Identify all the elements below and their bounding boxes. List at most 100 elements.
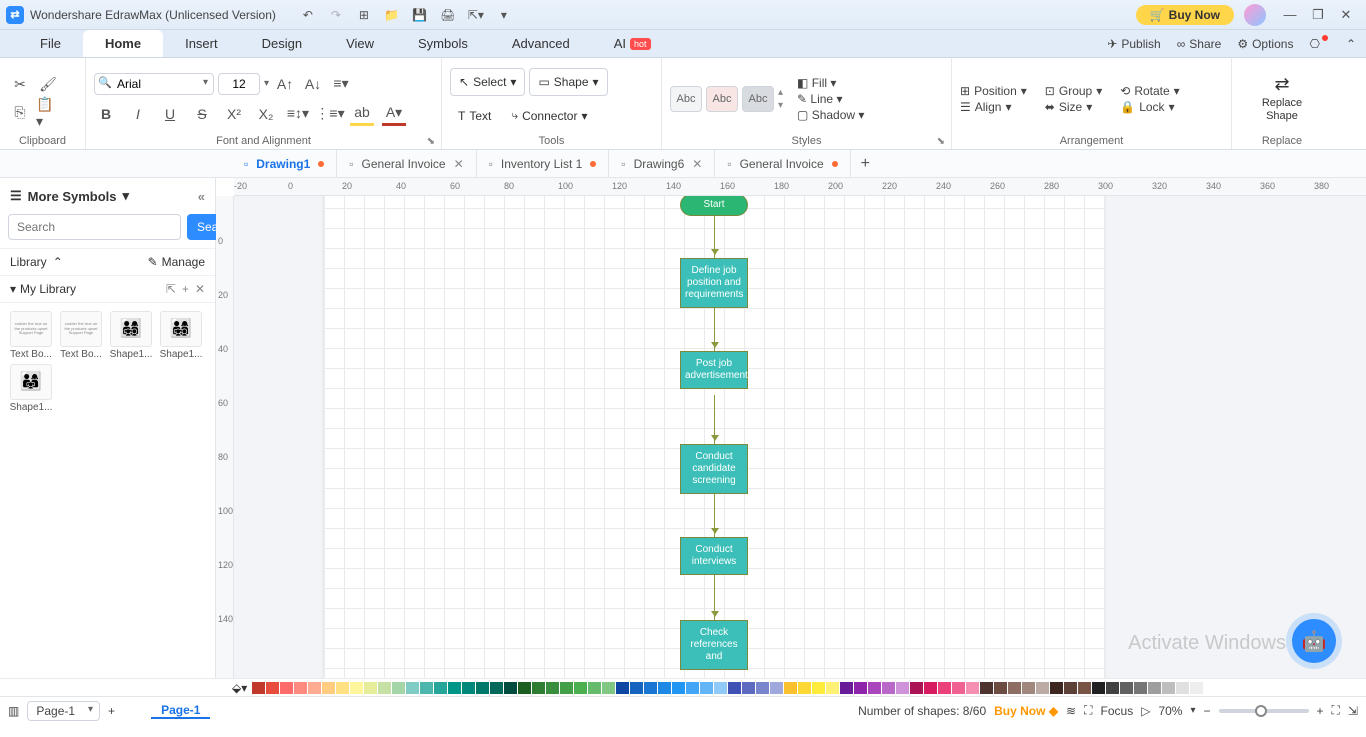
color-swatch[interactable] (700, 682, 713, 694)
color-swatch[interactable] (896, 682, 909, 694)
library-shape[interactable]: xudder the true on the products upset Su… (8, 311, 54, 360)
flowchart-node[interactable]: Check references and (680, 620, 748, 670)
font-launcher-icon[interactable]: ⬊ (427, 136, 435, 147)
qat-more-icon[interactable]: ▾ (496, 7, 512, 23)
shape-button[interactable]: ▭ Shape ▾ (529, 68, 607, 96)
document-tab[interactable]: ▫Drawing1 (232, 150, 337, 177)
menu-design[interactable]: Design (240, 30, 324, 57)
color-swatch[interactable] (574, 682, 587, 694)
color-swatch[interactable] (308, 682, 321, 694)
fullscreen-icon[interactable]: ⛶ (1084, 703, 1092, 718)
color-swatch[interactable] (854, 682, 867, 694)
color-swatch[interactable] (952, 682, 965, 694)
color-swatch[interactable] (490, 682, 503, 694)
chat-bubble-button[interactable]: 🤖 (1292, 619, 1336, 663)
replace-shape-label[interactable]: Replace Shape (1262, 97, 1302, 123)
color-swatch[interactable] (1008, 682, 1021, 694)
menu-view[interactable]: View (324, 30, 396, 57)
color-swatch[interactable] (868, 682, 881, 694)
color-swatch[interactable] (1176, 682, 1189, 694)
fill-button[interactable]: ◧ Fill ▾ (797, 76, 864, 90)
color-swatch[interactable] (434, 682, 447, 694)
color-swatch[interactable] (476, 682, 489, 694)
bold-icon[interactable]: B (94, 102, 118, 126)
replace-shape-icon[interactable]: ⇄ (1274, 74, 1289, 95)
line-spacing-icon[interactable]: ≡↕▾ (286, 102, 310, 126)
export-icon[interactable]: ⇱▾ (468, 7, 484, 23)
color-swatch[interactable] (322, 682, 335, 694)
color-swatch[interactable] (798, 682, 811, 694)
status-buynow-button[interactable]: Buy Now ◆ (994, 704, 1058, 718)
more-symbols-label[interactable]: More Symbols (28, 189, 117, 204)
color-swatch[interactable] (1092, 682, 1105, 694)
options-button[interactable]: ⚙ Options (1237, 37, 1293, 51)
document-tab[interactable]: ▫Drawing6✕ (609, 150, 715, 177)
buy-now-button[interactable]: 🛒 Buy Now (1136, 5, 1234, 25)
drawing-page[interactable]: Start Define job position and requirement… (324, 196, 1104, 678)
lock-button[interactable]: 🔒 Lock▾ (1120, 100, 1179, 114)
page-tab[interactable]: Page-1 (151, 703, 210, 719)
color-swatch[interactable] (1106, 682, 1119, 694)
underline-icon[interactable]: U (158, 102, 182, 126)
color-swatch[interactable] (714, 682, 727, 694)
color-swatch[interactable] (392, 682, 405, 694)
color-swatch[interactable] (616, 682, 629, 694)
color-swatch[interactable] (1120, 682, 1133, 694)
color-swatch[interactable] (406, 682, 419, 694)
flowchart-node[interactable]: Start (680, 196, 748, 216)
color-swatch[interactable] (364, 682, 377, 694)
lib-close-icon[interactable]: ✕ (195, 282, 205, 296)
color-swatch[interactable] (1050, 682, 1063, 694)
color-swatch[interactable] (938, 682, 951, 694)
color-swatch[interactable] (546, 682, 559, 694)
color-swatch[interactable] (294, 682, 307, 694)
open-icon[interactable]: 📁 (384, 7, 400, 23)
color-swatch[interactable] (1190, 682, 1203, 694)
color-swatch[interactable] (350, 682, 363, 694)
zoom-slider[interactable] (1219, 709, 1309, 713)
color-swatch[interactable] (910, 682, 923, 694)
color-swatch[interactable] (504, 682, 517, 694)
style-scroll-up-icon[interactable]: ▴ (778, 87, 783, 98)
styles-launcher-icon[interactable]: ⬊ (937, 136, 945, 147)
publish-button[interactable]: ✈ Publish (1107, 37, 1160, 51)
shadow-button[interactable]: ▢ Shadow ▾ (797, 108, 864, 122)
sidebar-collapse-icon[interactable]: « (198, 189, 205, 204)
italic-icon[interactable]: I (126, 102, 150, 126)
layers-icon[interactable]: ≋ (1066, 704, 1076, 718)
paste-icon[interactable]: 📋▾ (36, 101, 60, 125)
color-swatch[interactable] (518, 682, 531, 694)
undo-icon[interactable]: ↶ (300, 7, 316, 23)
menu-insert[interactable]: Insert (163, 30, 240, 57)
color-swatch[interactable] (448, 682, 461, 694)
align-button[interactable]: ☰ Align▾ (960, 100, 1027, 114)
color-swatch[interactable] (994, 682, 1007, 694)
color-swatch[interactable] (728, 682, 741, 694)
font-size-input[interactable] (218, 73, 260, 95)
color-swatch[interactable] (1204, 682, 1217, 694)
color-swatch[interactable] (1078, 682, 1091, 694)
document-tab[interactable]: ▫General Invoice✕ (337, 150, 476, 177)
line-button[interactable]: ✎ Line ▾ (797, 92, 864, 106)
maximize-button[interactable]: ❐ (1304, 7, 1332, 23)
color-swatch[interactable] (1162, 682, 1175, 694)
document-tab[interactable]: ▫General Invoice (715, 150, 850, 177)
color-swatch[interactable] (672, 682, 685, 694)
color-swatch[interactable] (378, 682, 391, 694)
color-swatch[interactable] (644, 682, 657, 694)
color-swatch[interactable] (756, 682, 769, 694)
new-icon[interactable]: ⊞ (356, 7, 372, 23)
color-swatch[interactable] (266, 682, 279, 694)
tab-close-icon[interactable]: ✕ (692, 157, 702, 171)
fit-page-icon[interactable]: ⛶ (1332, 703, 1340, 718)
color-swatch[interactable] (462, 682, 475, 694)
flowchart-node[interactable]: Post job advertisement (680, 351, 748, 389)
color-swatch[interactable] (966, 682, 979, 694)
menu-advanced[interactable]: Advanced (490, 30, 592, 57)
color-swatch[interactable] (812, 682, 825, 694)
flowchart-node[interactable]: Define job position and requirements (680, 258, 748, 308)
color-swatch[interactable] (742, 682, 755, 694)
highlight-icon[interactable]: ab (350, 102, 374, 126)
menu-symbols[interactable]: Symbols (396, 30, 490, 57)
decrease-font-icon[interactable]: A↓ (301, 72, 325, 96)
